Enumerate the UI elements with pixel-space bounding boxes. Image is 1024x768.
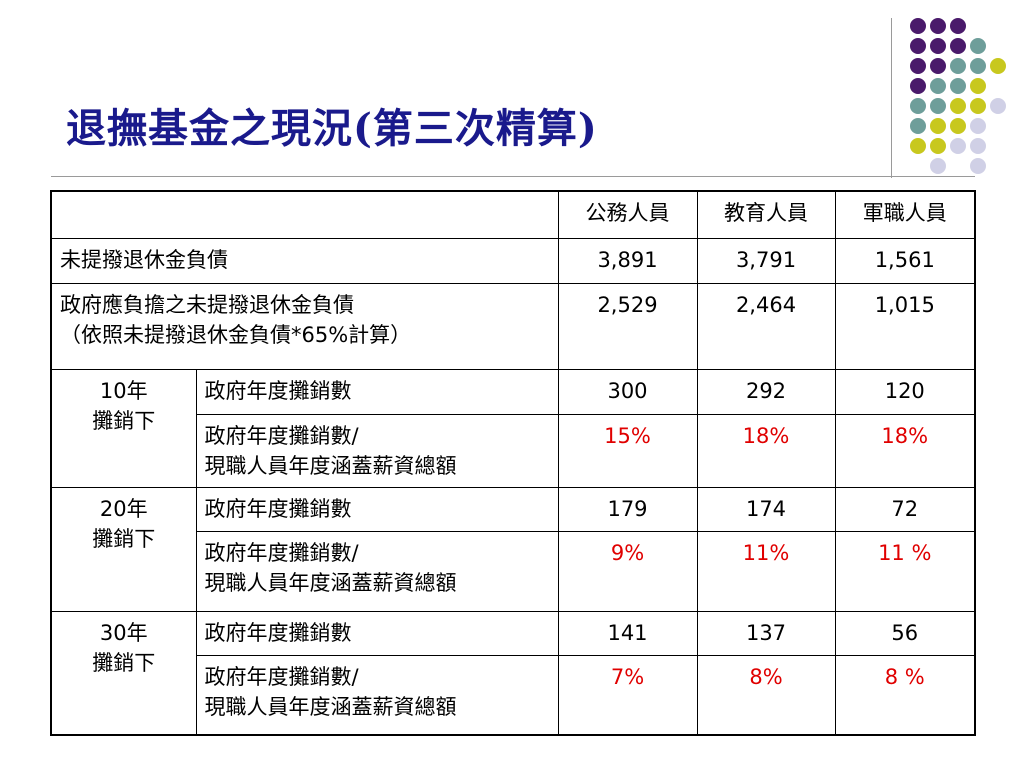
cell-value: 137 (696, 610, 836, 657)
ratio-label-line1: 政府年度攤銷數/ (204, 423, 359, 448)
decor-dot (970, 138, 986, 154)
decor-dot (930, 118, 946, 134)
table-row: 未提撥退休金負債 3,891 3,791 1,561 (50, 238, 976, 284)
period-suffix: 攤銷下 (92, 526, 156, 551)
cell-value: 2,464 (696, 282, 836, 371)
ratio-value: 18% (696, 413, 836, 488)
decor-dot (910, 38, 926, 54)
decor-dot (930, 38, 946, 54)
table-row: 政府應負擔之未提撥退休金負債 （依照未提撥退休金負債*65%計算） 2,529 … (50, 282, 976, 371)
decor-dot (910, 78, 926, 94)
ratio-value: 11% (696, 531, 836, 612)
decor-dot (910, 138, 926, 154)
decor-dot (950, 118, 966, 134)
decor-dot (930, 138, 946, 154)
row-label-line1: 政府應負擔之未提撥退休金負債 (60, 292, 354, 317)
cell-value: 1,561 (834, 238, 976, 284)
ratio-value: 18% (834, 413, 976, 488)
cell-value: 3,891 (557, 238, 698, 284)
amort-label: 政府年度攤銷數 (195, 486, 559, 533)
cell-value: 56 (834, 610, 976, 657)
cell-value: 120 (834, 369, 976, 415)
decor-dot (910, 98, 926, 114)
table-row: 政府年度攤銷數/ 現職人員年度涵蓋薪資總額 15% 18% 18% (51, 413, 976, 488)
row-label: 未提撥退休金負債 (50, 238, 559, 284)
decor-dot (910, 118, 926, 134)
decor-dot (970, 58, 986, 74)
table-header-row: 公務人員 教育人員 軍職人員 (50, 190, 976, 240)
ratio-value: 8 % (834, 655, 976, 736)
cell-value: 1,015 (834, 282, 976, 371)
period-cell: 30年 攤銷下 (50, 610, 197, 736)
table-row: 10年 攤銷下 政府年度攤銷數 300 292 120 (50, 369, 976, 488)
decor-dot (930, 78, 946, 94)
cell-value: 292 (696, 369, 836, 415)
row-label-line2: （依照未提撥退休金負債*65%計算） (60, 322, 412, 347)
decor-dot (990, 98, 1006, 114)
decor-dot (910, 58, 926, 74)
period-cell: 10年 攤銷下 (50, 369, 197, 488)
decor-dot (970, 78, 986, 94)
decor-vertical-rule (891, 18, 892, 178)
decor-dot (970, 158, 986, 174)
period-years: 30年 (99, 620, 148, 645)
cell-value: 72 (834, 486, 976, 533)
decor-dot (990, 58, 1006, 74)
table-row: 政府年度攤銷數/ 現職人員年度涵蓋薪資總額 9% 11% 11 % (51, 531, 976, 612)
row-label: 政府應負擔之未提撥退休金負債 （依照未提撥退休金負債*65%計算） (50, 282, 559, 371)
period-suffix: 攤銷下 (92, 650, 156, 675)
cell-value: 179 (557, 486, 698, 533)
ratio-value: 7% (557, 655, 698, 736)
table-row: 政府年度攤銷數/ 現職人員年度涵蓋薪資總額 7% 8% 8 % (51, 655, 976, 736)
period-years: 10年 (99, 379, 148, 404)
decor-dot (950, 58, 966, 74)
decor-dot (950, 98, 966, 114)
decor-dot (930, 58, 946, 74)
period-suffix: 攤銷下 (92, 409, 156, 434)
header-civil-servants: 公務人員 (557, 190, 698, 240)
cell-value: 2,529 (557, 282, 698, 371)
decor-dot (930, 158, 946, 174)
decor-dot (910, 18, 926, 34)
decor-dot (950, 38, 966, 54)
decor-dot (970, 98, 986, 114)
ratio-label-line2: 現職人員年度涵蓋薪資總額 (204, 695, 457, 720)
table-row: 20年 攤銷下 政府年度攤銷數 179 174 72 (50, 486, 976, 612)
pension-fund-table: 公務人員 教育人員 軍職人員 未提撥退休金負債 3,891 3,791 1,56… (50, 190, 976, 736)
ratio-value: 8% (696, 655, 836, 736)
ratio-label-line1: 政府年度攤銷數/ (204, 541, 359, 566)
ratio-label: 政府年度攤銷數/ 現職人員年度涵蓋薪資總額 (195, 655, 559, 736)
decor-horizontal-rule (51, 176, 975, 177)
ratio-value: 9% (557, 531, 698, 612)
decor-dot (970, 118, 986, 134)
cell-value: 141 (557, 610, 698, 657)
decor-dot (950, 138, 966, 154)
cell-value: 300 (557, 369, 698, 415)
cell-value: 174 (696, 486, 836, 533)
header-teachers: 教育人員 (696, 190, 836, 240)
decor-dot (950, 18, 966, 34)
decor-dot (950, 78, 966, 94)
ratio-value: 15% (557, 413, 698, 488)
ratio-label-line1: 政府年度攤銷數/ (204, 665, 359, 690)
slide-title: 退撫基金之現況(第三次精算) (66, 105, 598, 152)
cell-value: 3,791 (696, 238, 836, 284)
table-row: 30年 攤銷下 政府年度攤銷數 141 137 56 (50, 610, 976, 736)
amort-label: 政府年度攤銷數 (195, 369, 559, 415)
amort-label: 政府年度攤銷數 (195, 610, 559, 657)
period-cell: 20年 攤銷下 (50, 486, 197, 612)
decor-dot (930, 18, 946, 34)
header-military: 軍職人員 (834, 190, 976, 240)
ratio-value: 11 % (834, 531, 976, 612)
ratio-label: 政府年度攤銷數/ 現職人員年度涵蓋薪資總額 (195, 531, 559, 612)
header-blank-cell (50, 190, 559, 240)
ratio-label: 政府年度攤銷數/ 現職人員年度涵蓋薪資總額 (195, 413, 559, 488)
ratio-label-line2: 現職人員年度涵蓋薪資總額 (204, 453, 457, 478)
ratio-label-line2: 現職人員年度涵蓋薪資總額 (204, 571, 457, 596)
period-years: 20年 (99, 496, 148, 521)
decor-dot (930, 98, 946, 114)
decor-dot (970, 38, 986, 54)
